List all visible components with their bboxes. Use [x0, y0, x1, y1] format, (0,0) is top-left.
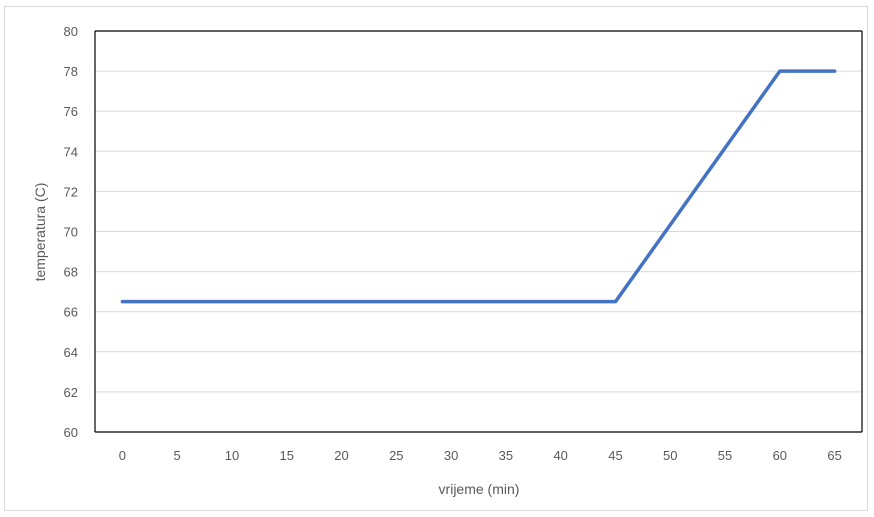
x-tick-label-60: 60	[773, 448, 787, 463]
chart-frame	[4, 6, 868, 511]
y-tick-label-70: 70	[64, 225, 78, 240]
x-tick-label-5: 5	[174, 448, 181, 463]
x-tick-label-25: 25	[389, 448, 403, 463]
y-tick-label-76: 76	[64, 104, 78, 119]
y-tick-label-62: 62	[64, 385, 78, 400]
y-tick-label-78: 78	[64, 64, 78, 79]
x-tick-label-30: 30	[444, 448, 458, 463]
y-tick-labels: 60 62 64 66 68 70 72 74 76 78 80	[64, 24, 78, 440]
x-tick-label-45: 45	[608, 448, 622, 463]
x-tick-label-40: 40	[553, 448, 567, 463]
y-tick-label-80: 80	[64, 24, 78, 39]
x-tick-label-55: 55	[718, 448, 732, 463]
y-axis-title: temperatura (C)	[32, 183, 48, 282]
x-tick-label-35: 35	[499, 448, 513, 463]
y-tick-label-72: 72	[64, 184, 78, 199]
x-tick-label-65: 65	[827, 448, 841, 463]
axes	[94, 30, 863, 433]
y-tick-label-68: 68	[64, 265, 78, 280]
series-line-0	[120, 69, 837, 304]
y-tick-label-60: 60	[64, 425, 78, 440]
x-tick-label-15: 15	[280, 448, 294, 463]
gridlines	[95, 30, 862, 393]
y-tick-label-66: 66	[64, 305, 78, 320]
x-tick-labels: 0 5 10 15 20 25 30 35 40 45 50 55 60 65	[119, 448, 842, 463]
x-tick-label-50: 50	[663, 448, 677, 463]
x-tick-label-20: 20	[334, 448, 348, 463]
x-axis-title: vrijeme (min)	[439, 481, 520, 497]
y-tick-label-64: 64	[64, 345, 78, 360]
x-tick-label-10: 10	[225, 448, 239, 463]
x-tick-label-0: 0	[119, 448, 126, 463]
series-layer	[120, 69, 837, 304]
y-tick-label-74: 74	[64, 144, 78, 159]
